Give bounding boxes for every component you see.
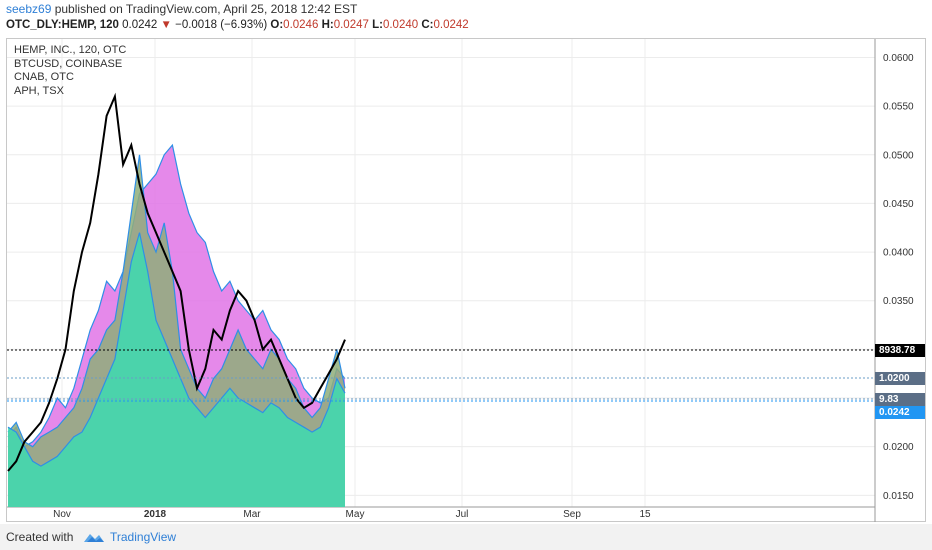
symbol-header: OTC_DLY:HEMP, 120 0.0242 ▼ −0.0018 (−6.9…	[6, 17, 469, 33]
legend-item-cnab[interactable]: CNAB, OTC	[14, 71, 74, 83]
x-tick-label: Jul	[456, 509, 469, 520]
y-tick-label: 0.0350	[883, 296, 914, 307]
price-tag: 9.83	[875, 393, 925, 406]
price-change: −0.0018 (−6.93%)	[175, 19, 268, 31]
series-line-btcusd	[7, 143, 346, 448]
y-tick-label: 0.0500	[883, 150, 914, 161]
y-tick-label: 0.0450	[883, 199, 914, 210]
legend-item-hemp[interactable]: HEMP, INC., 120, OTC	[14, 44, 127, 56]
tradingview-logo-icon	[84, 534, 104, 542]
open-label: O:	[270, 19, 284, 31]
x-tick-label: May	[346, 509, 365, 520]
y-tick-label: 0.0200	[883, 442, 914, 453]
series-line-aph	[7, 232, 346, 467]
publish-info: seebz69 published on TradingView.com, Ap…	[6, 1, 357, 17]
x-tick-label: 15	[639, 509, 651, 520]
close-label: C:	[421, 19, 434, 31]
y-tick-label: 0.0550	[883, 102, 914, 113]
publish-text: published on TradingView.com, April 25, …	[51, 2, 358, 16]
high-value: 0.0247	[333, 19, 369, 31]
y-tick-label: 0.0150	[883, 491, 914, 502]
symbol-name[interactable]: OTC_DLY:HEMP, 120	[6, 19, 119, 31]
close-value: 0.0242	[433, 19, 469, 31]
price-tag: 0.0242	[875, 406, 925, 419]
open-value: 0.0246	[283, 19, 319, 31]
created-with-text: Created with	[6, 530, 74, 544]
down-arrow-icon: ▼	[160, 19, 172, 31]
footer-bar: Created with TradingView	[0, 524, 932, 550]
legend-item-aph[interactable]: APH, TSX	[14, 84, 64, 97]
x-tick-label: 2018	[144, 509, 167, 520]
tradingview-brand-link[interactable]: TradingView	[110, 530, 177, 544]
x-tick-label: Sep	[563, 509, 581, 520]
low-value: 0.0240	[382, 19, 419, 31]
x-tick-label: Mar	[243, 509, 261, 520]
legend-item-btcusd[interactable]: BTCUSD, COINBASE	[14, 57, 123, 70]
author-link[interactable]: seebz69	[6, 2, 52, 16]
price-tag: 1.0200	[875, 372, 925, 385]
series-line-hemp	[7, 92, 346, 472]
high-label: H:	[321, 19, 334, 31]
price-tag: 8938.78	[875, 344, 925, 357]
x-tick-label: Nov	[53, 509, 71, 520]
last-price: 0.0242	[122, 19, 158, 31]
chart-legend: HEMP, INC., 120, OTC BTCUSD, COINBASE CN…	[14, 44, 126, 98]
y-tick-label: 0.0400	[883, 248, 914, 259]
low-label: L:	[372, 19, 383, 31]
y-tick-label: 0.0600	[883, 53, 914, 64]
